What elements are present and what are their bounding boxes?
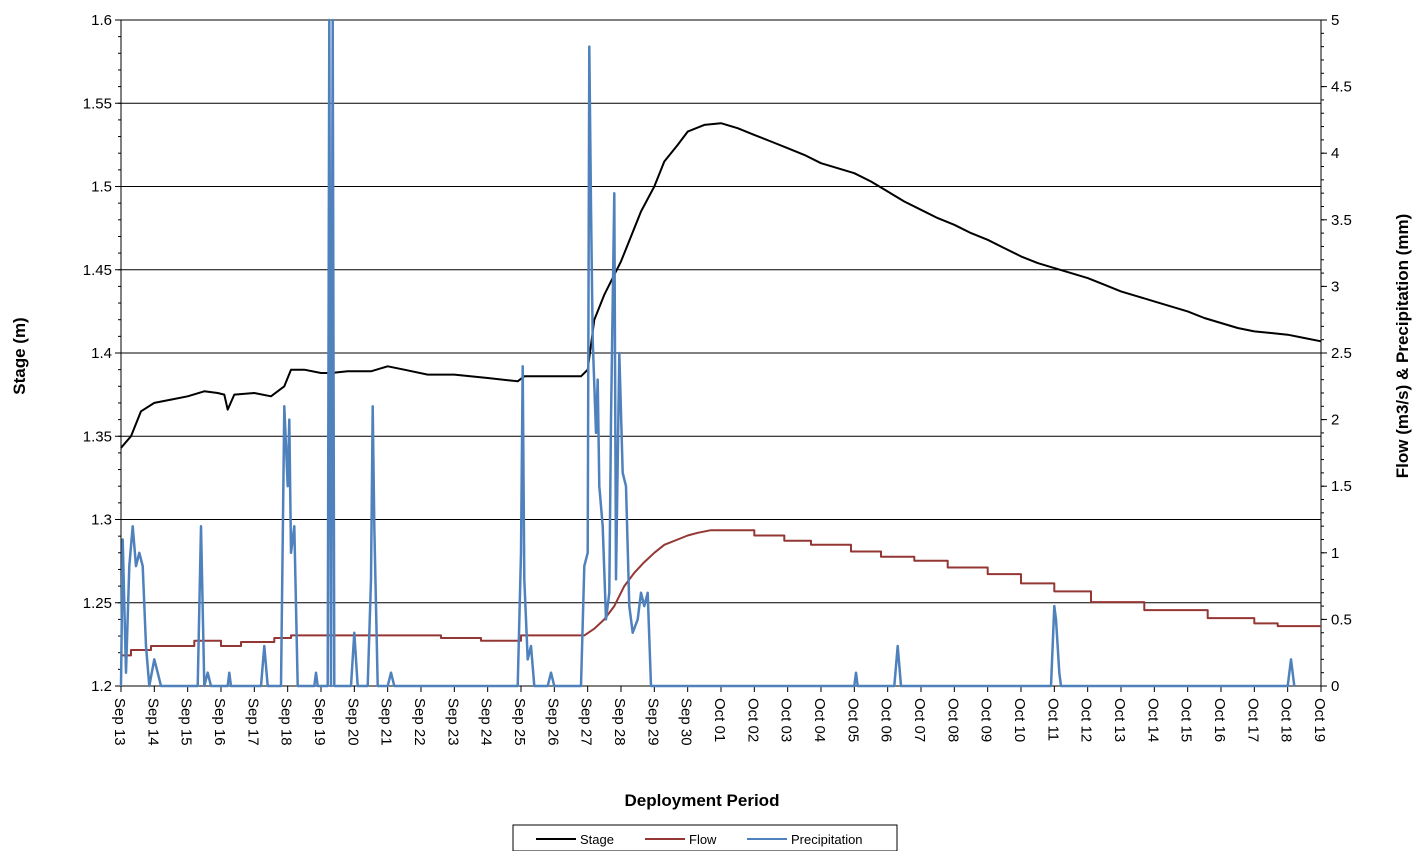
x-tick-label: Oct 11 bbox=[1044, 698, 1061, 741]
left-tick-label: 1.25 bbox=[83, 595, 112, 612]
x-tick-label: Oct 03 bbox=[778, 698, 795, 742]
left-tick-label: 1.2 bbox=[91, 678, 112, 695]
x-tick-label: Oct 07 bbox=[911, 698, 928, 742]
x-tick-label: Sep 16 bbox=[211, 698, 228, 746]
right-tick-label: 2 bbox=[1331, 412, 1339, 429]
series-line-precipitation bbox=[119, 18, 1296, 688]
x-tick-label: Oct 16 bbox=[1211, 698, 1228, 742]
right-tick-label: 1.5 bbox=[1331, 478, 1352, 495]
right-tick-label: 5 bbox=[1331, 12, 1339, 29]
x-tick-label: Oct 17 bbox=[1244, 698, 1261, 742]
right-tick-label: 0 bbox=[1331, 678, 1339, 695]
right-tick-label: 2.5 bbox=[1331, 345, 1352, 362]
left-tick-label: 1.3 bbox=[91, 512, 112, 529]
series-line-stage bbox=[120, 122, 1322, 449]
x-tick-label: Sep 30 bbox=[678, 698, 695, 746]
legend: Stage Flow Precipitation bbox=[512, 824, 898, 851]
legend-label-stage: Stage bbox=[580, 832, 614, 847]
right-tick-label: 3 bbox=[1331, 278, 1339, 295]
x-tick-label: Sep 21 bbox=[378, 698, 395, 746]
right-tick-label: 1 bbox=[1331, 545, 1339, 562]
right-tick-label: 4.5 bbox=[1331, 79, 1352, 96]
legend-label-precipitation: Precipitation bbox=[791, 832, 863, 847]
x-tick-label: Sep 17 bbox=[244, 698, 261, 746]
x-tick-label: Oct 14 bbox=[1144, 698, 1161, 742]
x-tick-label: Sep 23 bbox=[444, 698, 461, 746]
x-tick-label: Oct 09 bbox=[978, 698, 995, 742]
x-tick-label: Oct 15 bbox=[1178, 698, 1195, 742]
left-tick-label: 1.5 bbox=[91, 179, 112, 196]
x-tick-label: Oct 10 bbox=[1011, 698, 1028, 742]
left-axis-ticks: 1.2 1.25 1.3 1.35 1.4 1.45 1.5 1.55 1.6 bbox=[83, 12, 121, 695]
x-tick-label: Sep 13 bbox=[111, 698, 128, 746]
x-tick-label: Oct 13 bbox=[1111, 698, 1128, 742]
left-tick-label: 1.35 bbox=[83, 428, 112, 445]
x-tick-label: Oct 04 bbox=[811, 698, 828, 742]
x-axis-title: Deployment Period bbox=[625, 791, 780, 810]
x-tick-label: Sep 29 bbox=[644, 698, 661, 746]
x-tick-label: Oct 05 bbox=[844, 698, 861, 742]
x-axis-ticks: Sep 13 Sep 14 Sep 15 Sep 16 Sep 17 Sep 18 Sep … bbox=[111, 686, 1328, 746]
x-tick-label: Sep 22 bbox=[411, 698, 428, 746]
x-tick-label: Sep 14 bbox=[144, 698, 161, 746]
right-tick-label: 3.5 bbox=[1331, 212, 1352, 229]
x-tick-label: Oct 02 bbox=[744, 698, 761, 742]
x-tick-label: Oct 19 bbox=[1311, 698, 1328, 742]
right-tick-label: 4 bbox=[1331, 145, 1339, 162]
legend-label-flow: Flow bbox=[689, 832, 717, 847]
x-tick-label: Oct 18 bbox=[1278, 698, 1295, 742]
x-tick-label: Sep 15 bbox=[178, 698, 195, 746]
left-axis-title: Stage (m) bbox=[10, 317, 29, 394]
left-tick-label: 1.55 bbox=[83, 95, 112, 112]
left-tick-label: 1.45 bbox=[83, 262, 112, 279]
right-tick-label: 0.5 bbox=[1331, 611, 1352, 628]
x-tick-label: Sep 19 bbox=[311, 698, 328, 746]
series-line-flow bbox=[121, 529, 1321, 657]
left-tick-label: 1.4 bbox=[91, 345, 112, 362]
x-tick-label: Sep 26 bbox=[544, 698, 561, 746]
series-lines bbox=[119, 18, 1322, 688]
gridlines bbox=[121, 19, 1321, 687]
left-tick-label: 1.6 bbox=[91, 12, 112, 29]
x-tick-label: Sep 18 bbox=[278, 698, 295, 746]
legend-box bbox=[512, 824, 898, 851]
x-tick-label: Sep 28 bbox=[611, 698, 628, 746]
x-tick-label: Sep 25 bbox=[511, 698, 528, 746]
right-axis-ticks: 0 0.5 1 1.5 2 2.5 3 3.5 4 4.5 5 bbox=[1321, 12, 1352, 695]
x-tick-label: Oct 08 bbox=[944, 698, 961, 742]
x-tick-label: Oct 06 bbox=[878, 698, 895, 742]
x-tick-label: Oct 01 bbox=[711, 698, 728, 742]
right-axis-title: Flow (m3/s) & Precipitation (mm) bbox=[1393, 214, 1412, 478]
x-tick-label: Sep 24 bbox=[478, 698, 495, 746]
x-tick-label: Sep 27 bbox=[578, 698, 595, 746]
x-tick-label: Oct 12 bbox=[1078, 698, 1095, 742]
x-tick-label: Sep 20 bbox=[344, 698, 361, 746]
